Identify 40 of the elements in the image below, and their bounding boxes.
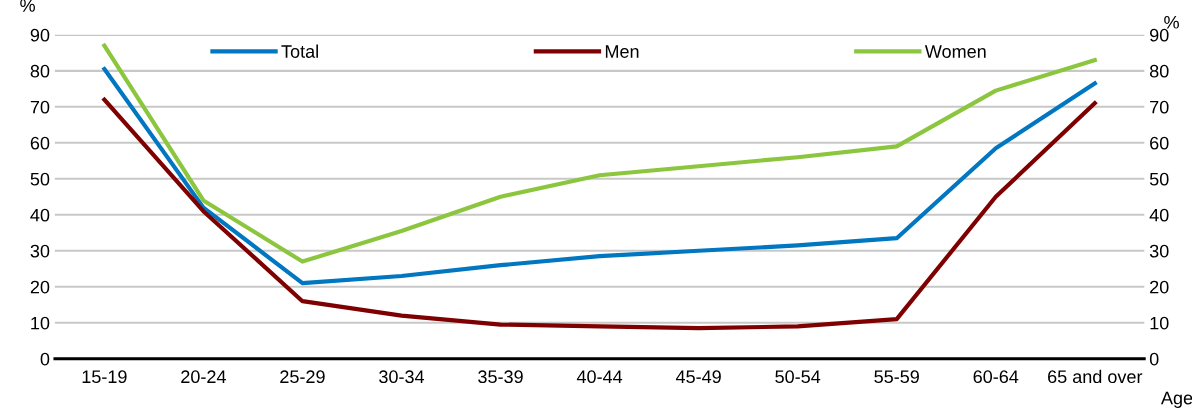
line-series	[102, 97, 1097, 331]
y-tick-label: 30	[30, 244, 50, 258]
y-tick-label: 90	[30, 28, 50, 42]
y-tick-label: 0	[40, 352, 50, 366]
y2-tick-label: 70	[1150, 100, 1169, 114]
x-tick-label: 35-39	[478, 370, 523, 384]
y-tick-label: 40	[30, 208, 50, 222]
y-tick-label: 10	[31, 316, 50, 330]
y2-tick-label: 10	[1150, 316, 1169, 330]
legend-label: Men	[605, 45, 639, 58]
x-tick-label: 40-44	[576, 370, 623, 384]
x-tick-label: 55-59	[874, 370, 919, 384]
x-tick-label: 60-64	[973, 370, 1019, 384]
line-series	[102, 43, 1097, 264]
legend-label: Total	[281, 44, 318, 58]
y-axis-title: %	[20, 0, 35, 12]
x-axis-title: Age	[1160, 391, 1192, 408]
x-tick-label: 25-29	[280, 370, 325, 384]
y2-tick-label: 80	[1149, 64, 1169, 78]
line-series	[102, 66, 1097, 286]
y2-tick-label: 60	[1150, 136, 1169, 150]
y-tick-label: 80	[30, 64, 50, 78]
y-tick-label: 70	[30, 100, 50, 114]
y2-tick-label: 20	[1150, 280, 1169, 294]
x-tick-label: 15-19	[82, 370, 127, 384]
x-tick-label: 50-54	[775, 370, 821, 384]
y2-axis-title: %	[1164, 15, 1179, 29]
y-tick-label: 60	[30, 136, 50, 150]
y2-tick-label: 40	[1149, 208, 1169, 222]
y2-tick-label: 90	[1150, 28, 1169, 42]
y-tick-label: 50	[30, 172, 50, 186]
y2-tick-label: 30	[1149, 244, 1169, 258]
x-tick-label: 45-49	[675, 370, 721, 384]
y2-tick-label: 50	[1149, 172, 1169, 186]
y-tick-label: 20	[30, 280, 50, 294]
y2-tick-label: 0	[1149, 352, 1159, 366]
legend-label: Women	[924, 45, 986, 58]
x-tick-label: 20-24	[181, 370, 226, 384]
x-tick-label: 30-34	[379, 370, 425, 384]
x-tick-label: 65 and over	[1048, 369, 1143, 384]
